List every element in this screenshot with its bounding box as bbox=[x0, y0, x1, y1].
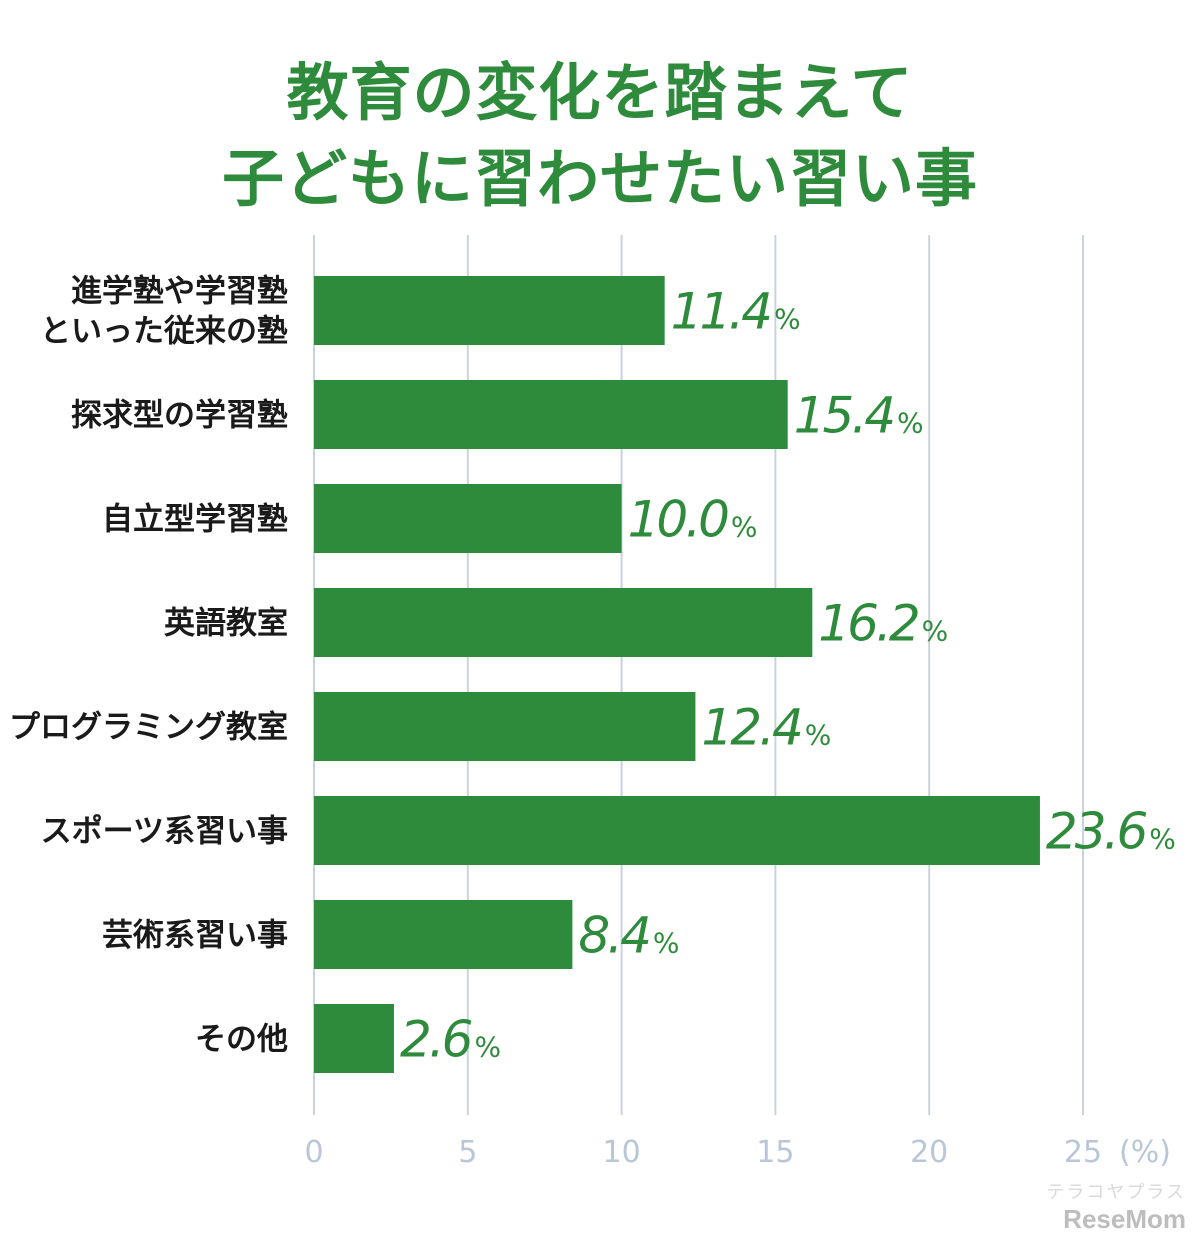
value-unit: % bbox=[653, 927, 680, 960]
value-unit: % bbox=[774, 303, 801, 336]
category-label: その他 bbox=[195, 1022, 288, 1058]
bar bbox=[314, 1004, 394, 1073]
value-unit: % bbox=[731, 511, 758, 544]
category-label: 自立型学習塾 bbox=[102, 502, 288, 538]
x-tick-label: 0 bbox=[304, 1135, 323, 1170]
value-label: 12.4% bbox=[701, 699, 831, 757]
x-tick-label: 15 bbox=[756, 1135, 794, 1170]
value-label: 11.4% bbox=[671, 283, 801, 341]
value-unit: % bbox=[897, 407, 924, 440]
bar bbox=[314, 380, 788, 449]
value-label: 15.4% bbox=[794, 387, 924, 445]
value-label: 2.6% bbox=[400, 1011, 501, 1069]
x-tick-label: 25 bbox=[1064, 1135, 1102, 1170]
value-unit: % bbox=[1149, 823, 1176, 856]
value-unit: % bbox=[805, 719, 832, 752]
chart-title-line-2: 子どもに習わせたい習い事 bbox=[221, 142, 978, 215]
x-unit-label: (%) bbox=[1119, 1135, 1171, 1170]
category-label: プログラミング教室 bbox=[9, 710, 288, 746]
chart-title-line-1: 教育の変化を踏まえて bbox=[286, 56, 914, 129]
value-label: 23.6% bbox=[1046, 803, 1176, 861]
x-tick-label: 20 bbox=[910, 1135, 948, 1170]
category-label: 英語教室 bbox=[164, 606, 288, 642]
bar bbox=[314, 276, 665, 345]
value-unit: % bbox=[922, 615, 949, 648]
brand-watermark: テラコヤプラス ReseMom bbox=[1046, 1178, 1186, 1235]
bar bbox=[314, 796, 1040, 865]
value-label: 16.2% bbox=[818, 595, 948, 653]
category-label: スポーツ系習い事 bbox=[41, 814, 288, 850]
category-label: といった従来の塾 bbox=[40, 314, 288, 350]
value-unit: % bbox=[475, 1031, 502, 1064]
bar bbox=[314, 588, 813, 657]
x-tick-label: 5 bbox=[458, 1135, 477, 1170]
category-label: 芸術系習い事 bbox=[102, 918, 288, 954]
category-label: 探求型の学習塾 bbox=[71, 398, 288, 434]
brand-sub-logo: テラコヤプラス bbox=[1046, 1182, 1186, 1202]
bar bbox=[314, 692, 696, 761]
value-label: 8.4% bbox=[578, 907, 679, 965]
x-tick-label: 10 bbox=[603, 1135, 641, 1170]
value-label: 10.0% bbox=[628, 491, 758, 549]
brand-logo: ReseMom bbox=[1063, 1204, 1186, 1234]
bar bbox=[314, 484, 622, 553]
bar bbox=[314, 900, 573, 969]
category-label: 進学塾や学習塾 bbox=[71, 274, 288, 310]
